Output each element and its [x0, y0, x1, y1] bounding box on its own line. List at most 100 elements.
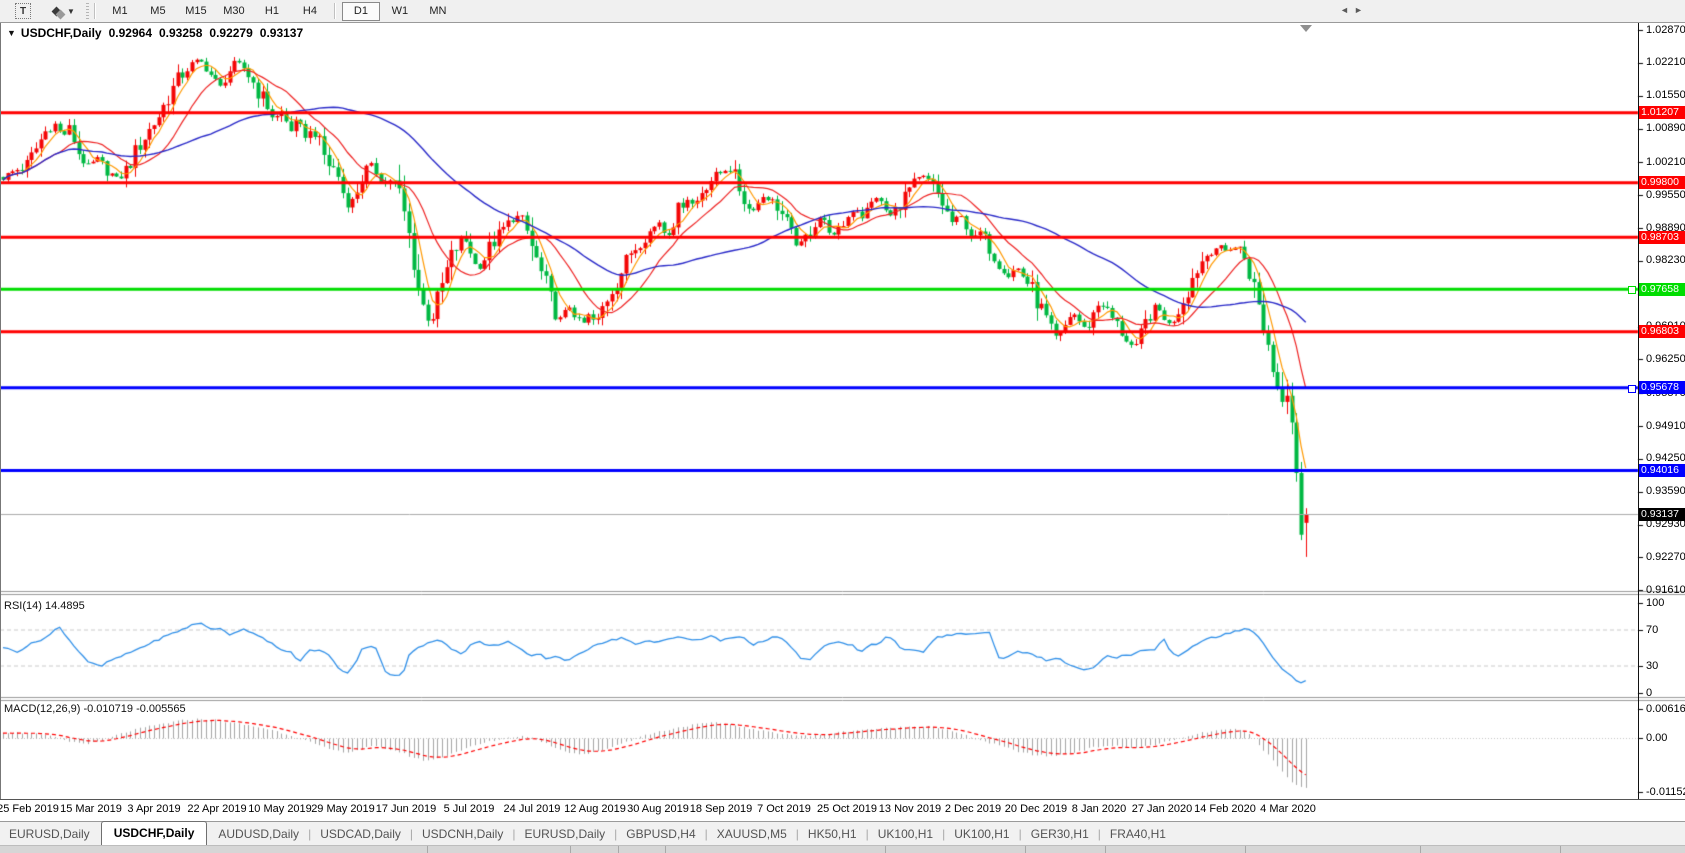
timeframe-button-group: M1 M5 M15 M30 H1 H4 D1 W1 MN [101, 1, 457, 21]
tab-divider: | [795, 827, 799, 841]
price-axis-tick: 0.98230 [1646, 254, 1685, 267]
rsi-axis-tick: 30 [1646, 659, 1659, 672]
toolbar-grip [85, 3, 89, 19]
timeframe-button-H1[interactable]: H1 [264, 5, 279, 17]
date-axis-label: 17 Jun 2019 [375, 803, 437, 815]
date-axis-label: 25 Feb 2019 [0, 803, 59, 815]
price-axis-tick: 0.98890 [1646, 221, 1685, 234]
tab-divider: | [704, 827, 708, 841]
price-axis-tick: 0.94250 [1646, 452, 1685, 465]
tab-divider: | [512, 827, 516, 841]
date-axis-label: 27 Jan 2020 [1131, 803, 1193, 815]
tab-eurusd-daily[interactable]: EURUSD,Daily [524, 827, 606, 841]
chart-frame-bottom [0, 799, 1685, 800]
text-tool-icon: T [15, 3, 31, 19]
date-axis-label: 25 Oct 2019 [817, 803, 877, 815]
tab-ger30-h1[interactable]: GER30,H1 [1030, 827, 1089, 841]
price-axis-tick: 0.99550 [1646, 188, 1685, 201]
top-toolbar: T ▼ M1 M5 M15 M30 H1 H4 D1 W1 MN [0, 0, 1685, 23]
arrange-tool-button[interactable]: ▼ [47, 2, 81, 20]
date-axis-label: 8 Jan 2020 [1071, 803, 1127, 815]
toolbar-separator [333, 3, 336, 19]
strip-mark [1420, 846, 1421, 853]
symbol-period-label: USDCHF,Daily [20, 26, 102, 40]
strip-mark [1025, 846, 1026, 853]
one-click-trading-arrow-icon[interactable]: ▼ [7, 28, 16, 38]
timeframe-button-H4[interactable]: H4 [302, 5, 317, 17]
hline-price-label: 0.96803 [1639, 325, 1685, 339]
tab-gbpusd-h4[interactable]: GBPUSD,H4 [626, 827, 696, 841]
tab-scroll-right-icon[interactable]: ► [1354, 5, 1363, 15]
tab-eurusd-daily[interactable]: EURUSD,Daily [9, 827, 90, 841]
chart-shift-marker-icon[interactable] [1300, 25, 1312, 32]
hline-price-label: 0.97658 [1639, 282, 1685, 296]
current-price-label: 0.93137 [1639, 507, 1685, 521]
price-axis-tick: 1.00210 [1646, 155, 1685, 168]
rsi-axis-tick: 70 [1646, 623, 1659, 636]
chevron-down-icon: ▼ [67, 6, 75, 16]
timeframe-button-M30[interactable]: M30 [223, 5, 245, 17]
timeframe-button-MN[interactable]: MN [429, 5, 447, 17]
strip-mark [618, 846, 619, 853]
date-axis-label: 20 Dec 2019 [1004, 803, 1068, 815]
timeframe-button-M15[interactable]: M15 [185, 5, 207, 17]
macd-axis-tick: 0.00 [1646, 731, 1668, 744]
ohlc-open: 0.92964 [108, 26, 152, 40]
date-axis-label: 30 Aug 2019 [627, 803, 689, 815]
bottom-strip [0, 845, 1685, 853]
price-axis-tick: 1.02870 [1646, 23, 1685, 36]
chart-tab-bar: EURUSD,Daily USDCHF,Daily AUDUSD,Daily | USD… [0, 821, 1685, 846]
rsi-axis-tick: 0 [1646, 686, 1653, 699]
date-axis-label: 13 Nov 2019 [878, 803, 942, 815]
strip-mark [1105, 846, 1106, 853]
hline-price-label: 1.01207 [1639, 106, 1685, 120]
rsi-axis-tick: 100 [1646, 596, 1665, 609]
strip-mark [427, 846, 428, 853]
macd-indicator-label: MACD(12,26,9) -0.010719 -0.005565 [4, 703, 186, 715]
tab-fra40-h1[interactable]: FRA40,H1 [1109, 827, 1166, 841]
price-axis-border [1638, 23, 1639, 799]
toolbar-separator [93, 3, 96, 19]
date-axis-label: 3 Apr 2019 [127, 803, 181, 815]
date-axis-label: 5 Jul 2019 [443, 803, 495, 815]
tab-divider: | [409, 827, 413, 841]
text-tool-button[interactable]: T [6, 2, 40, 20]
date-axis-label: 2 Dec 2019 [944, 803, 1002, 815]
price-axis-tick: 1.01550 [1646, 89, 1685, 102]
date-axis-label: 24 Jul 2019 [503, 803, 561, 815]
chart-frame-left [0, 22, 1, 800]
tab-divider: | [1018, 827, 1022, 841]
price-axis-tick: 0.92270 [1646, 550, 1685, 563]
price-axis-tick: 0.94910 [1646, 419, 1685, 432]
date-axis-label: 7 Oct 2019 [757, 803, 811, 815]
tab-divider: | [1097, 827, 1101, 841]
chart-title: ▼ USDCHF,Daily 0.92964 0.93258 0.92279 0… [7, 26, 303, 40]
tab-uk100-h1[interactable]: UK100,H1 [954, 827, 1010, 841]
timeframe-button-M5[interactable]: M5 [150, 5, 166, 17]
strip-mark [570, 846, 571, 853]
tab-audusd-daily[interactable]: AUDUSD,Daily [218, 827, 300, 841]
hline-selection-handle[interactable] [1628, 384, 1636, 393]
tab-hk50-h1[interactable]: HK50,H1 [807, 827, 857, 841]
rsi-indicator-label: RSI(14) 14.4895 [4, 600, 85, 612]
tab-uk100-h1[interactable]: UK100,H1 [877, 827, 934, 841]
strip-mark [885, 846, 886, 853]
tab-divider: | [308, 827, 312, 841]
tab-xauusd-m5[interactable]: XAUUSD,M5 [716, 827, 787, 841]
date-axis-label: 18 Sep 2019 [689, 803, 753, 815]
tab-usdchf-daily[interactable]: USDCHF,Daily [100, 821, 208, 846]
tab-usdcad-daily[interactable]: USDCAD,Daily [320, 827, 401, 841]
tab-usdcnh-daily[interactable]: USDCNH,Daily [422, 827, 504, 841]
hline-selection-handle[interactable] [1628, 286, 1636, 295]
timeframe-button-M1[interactable]: M1 [112, 5, 128, 17]
date-axis-label: 15 Mar 2019 [60, 803, 122, 815]
strip-mark [665, 846, 666, 853]
tab-scroll-left-icon[interactable]: ◄ [1340, 5, 1349, 15]
timeframe-button-W1[interactable]: W1 [391, 5, 409, 17]
timeframe-button-D1[interactable]: D1 [341, 1, 380, 21]
strip-mark [1245, 846, 1246, 853]
date-axis-label: 14 Feb 2020 [1194, 803, 1256, 815]
hline-price-label: 0.95678 [1639, 381, 1685, 395]
